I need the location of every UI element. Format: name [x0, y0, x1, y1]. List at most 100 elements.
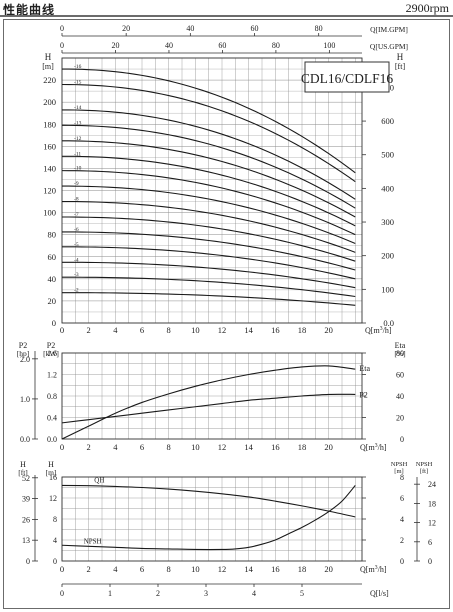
- panel2-kw-axis-title: P2: [47, 341, 55, 350]
- panel1-right-tick-label: 500: [381, 150, 394, 160]
- panel3-ft-tick-label: 39: [22, 495, 30, 504]
- panel3-ft-axis-unit: [ft]: [18, 468, 28, 477]
- panel2-eta-tick-label: 80: [396, 349, 404, 358]
- head-curve-stage7: [61, 216, 356, 262]
- qh-curve: [61, 484, 356, 518]
- panel1-left-axis-title: H: [45, 52, 52, 62]
- panel1-x-tick-label: 16: [271, 325, 280, 335]
- panel3-npsh-m-tick-label: 6: [400, 494, 404, 503]
- head-curve-stage14: [61, 109, 356, 200]
- panel3-m-tick-label: 12: [49, 494, 57, 503]
- panel3-m-tick-label: 16: [49, 473, 57, 482]
- panel1-left-tick-label: 220: [43, 75, 56, 85]
- panel1-x-tick-label: 6: [140, 325, 144, 335]
- head-curve-label: -2: [74, 288, 79, 294]
- panel2-x-tick-label: 6: [140, 442, 144, 452]
- head-curve-label: -12: [74, 136, 82, 142]
- panel1-right-tick-label: 400: [381, 183, 394, 193]
- panel1-x-tick-label: 2: [87, 325, 91, 335]
- im-gpm-tick-label: 40: [186, 24, 194, 33]
- im-gpm-tick-label: 20: [122, 24, 130, 33]
- panel2-eta-tick-label: 20: [396, 414, 404, 423]
- panel3-npsh-ft-tick-label: 12: [428, 519, 436, 528]
- ls-tick-label: 2: [156, 589, 160, 598]
- panel1-x-tick-label: 12: [218, 325, 227, 335]
- panel3-x-axis-label: Q[m3/h]: [360, 565, 387, 574]
- head-curve-label: -5: [74, 242, 79, 248]
- panel3-npsh-m-tick-label: 2: [400, 536, 404, 545]
- panel2-x-tick-label: 12: [218, 442, 227, 452]
- head-curve-label: -14: [74, 105, 82, 111]
- panel1-x-tick-label: 10: [191, 325, 200, 335]
- us-gpm-axis-label: Q[US.GPM]: [370, 42, 408, 51]
- panel1-left-tick-label: 0: [52, 318, 56, 328]
- head-curve-stage11: [61, 155, 356, 227]
- panel3-npsh-ft-axis-title: NPSH: [416, 461, 433, 468]
- us-gpm-tick-label: 60: [218, 41, 226, 50]
- im-gpm-tick-label: 60: [251, 24, 259, 33]
- panel2-x-tick-label: 2: [87, 442, 91, 452]
- panel3-npsh-ft-tick-label: 0: [428, 557, 432, 566]
- panel2-kw-tick-label: 1.6: [47, 349, 57, 358]
- panel2-eta-tick-label: 0: [400, 435, 404, 444]
- panel2-kw-tick-label: 0.4: [47, 414, 57, 423]
- panel3-npsh-m-axis-title: NPSH: [391, 461, 408, 468]
- panel3-x-tick-label: 10: [191, 564, 200, 574]
- head-curve-stage10: [61, 170, 356, 236]
- us-gpm-tick-label: 0: [60, 41, 64, 50]
- panel3-npsh-m-tick-label: 4: [400, 515, 404, 524]
- eta-series-label: Eta: [359, 364, 370, 373]
- panel1-x-tick-label: 14: [244, 325, 253, 335]
- panel2-kw-tick-label: 0.8: [47, 392, 57, 401]
- ls-tick-label: 4: [252, 589, 256, 598]
- qh-series-label: QH: [94, 477, 104, 485]
- panel3-npsh-ft-axis-unit: [ft]: [420, 468, 428, 475]
- panel2-eta-axis-unit: [%]: [394, 349, 405, 358]
- panel1-left-tick-label: 180: [43, 119, 56, 129]
- panel3-npsh-m-tick-label: 8: [400, 473, 404, 482]
- panel3-npsh-ft-tick-label: 6: [428, 538, 432, 547]
- head-curve-label: -4: [74, 257, 79, 263]
- panel3-m-tick-label: 8: [53, 515, 57, 524]
- im-gpm-tick-label: 0: [60, 24, 64, 33]
- panel3-x-tick-label: 6: [140, 564, 144, 574]
- panel3-npsh-ft-tick-label: 24: [428, 480, 436, 489]
- panel2-x-tick-label: 18: [298, 442, 307, 452]
- panel1-right-tick-label: 200: [381, 251, 394, 261]
- chart-frame: [3, 19, 450, 609]
- ls-tick-label: 3: [204, 589, 208, 598]
- panel1-right-tick-label: 0.0: [383, 318, 394, 328]
- panel1-x-tick-label: 20: [324, 325, 333, 335]
- panel1-left-tick-label: 160: [43, 141, 56, 151]
- header-divider: [0, 15, 453, 17]
- panel3-npsh-m-tick-label: 0: [400, 557, 404, 566]
- panel3-npsh-ft-tick-label: 18: [428, 499, 436, 508]
- panel1-left-tick-label: 80: [48, 230, 57, 240]
- head-curve-label: -13: [74, 120, 82, 126]
- us-gpm-tick-label: 80: [272, 41, 280, 50]
- npsh-series-label: NPSH: [84, 537, 102, 545]
- head-curve-stage3: [62, 276, 356, 298]
- head-curve-label: -9: [74, 181, 79, 187]
- panel3-m-axis-unit: [m]: [46, 468, 57, 477]
- model-legend-box: [304, 61, 390, 93]
- panel2-x-tick-label: 0: [60, 442, 64, 452]
- speed-label: 2900rpm: [405, 1, 449, 15]
- panel1-right-tick-label: 100: [381, 284, 394, 294]
- panel1-left-tick-label: 200: [43, 97, 56, 107]
- panel3-x-tick-label: 12: [218, 564, 227, 574]
- panel1-left-tick-label: 60: [48, 252, 57, 262]
- panel2-x-tick-label: 10: [191, 442, 200, 452]
- panel3-ft-tick-label: 26: [22, 515, 30, 524]
- head-curve-stage16: [61, 68, 356, 174]
- panel2-hp-axis-title: P2: [19, 341, 27, 350]
- panel1-x-tick-label: 18: [298, 325, 307, 335]
- us-gpm-tick-label: 20: [111, 41, 119, 50]
- panel3-x-tick-label: 16: [271, 564, 280, 574]
- panel2-x-tick-label: 14: [244, 442, 253, 452]
- us-gpm-tick-label: 40: [165, 41, 173, 50]
- panel2-hp-axis-unit: [hp]: [17, 349, 30, 358]
- head-curve-stage9: [61, 185, 356, 245]
- head-curve-stage12: [61, 140, 356, 218]
